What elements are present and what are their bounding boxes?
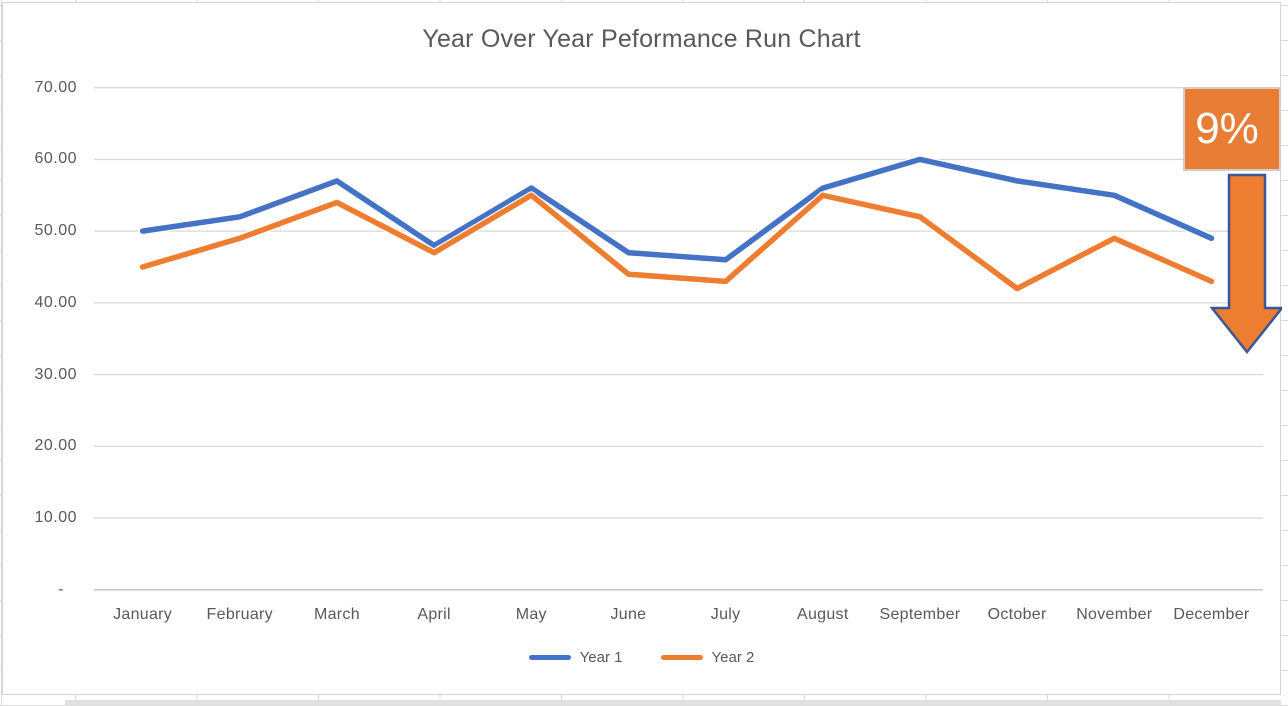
legend-label: Year 1 — [579, 649, 623, 666]
series-line-year-2[interactable] — [139, 192, 1215, 292]
x-axis-label: January — [113, 606, 173, 623]
x-axis-label: May — [515, 606, 547, 623]
x-axis-label: July — [710, 606, 741, 623]
x-axis-label: June — [610, 606, 647, 623]
y-tick-label: 70.00 — [34, 78, 77, 96]
chart-area[interactable]: Year Over Year Peformance Run Chart - 10.… — [2, 2, 1282, 696]
y-tick-label: 60.00 — [34, 150, 77, 168]
x-axis-label: December — [1173, 606, 1250, 623]
legend-swatch-icon — [660, 655, 703, 660]
chart-title: Year Over Year Peformance Run Chart — [422, 25, 861, 53]
x-axis-label: August — [796, 606, 849, 623]
legend-swatch-icon — [528, 655, 571, 660]
legend-item-year-2[interactable]: Year 2 — [660, 649, 755, 666]
x-axis-label: April — [417, 606, 451, 623]
chart-shadow — [65, 700, 1281, 706]
x-axis-label: October — [987, 606, 1047, 623]
y-tick-label: 20.00 — [34, 437, 77, 455]
x-axis-label: September — [879, 606, 961, 623]
plot-area — [94, 87, 1263, 591]
x-axis-label: November — [1076, 606, 1153, 623]
y-tick-label: 40.00 — [34, 293, 77, 311]
y-tick-label: 10.00 — [34, 509, 77, 527]
legend-label: Year 2 — [711, 649, 755, 666]
percentage-label: 9% — [1195, 104, 1259, 153]
x-axis-label: February — [206, 606, 273, 623]
down-arrow[interactable] — [3, 3, 1282, 696]
series-line-year-1[interactable] — [139, 156, 1215, 263]
y-tick-label: - — [58, 580, 64, 598]
percentage-callout[interactable]: 9% — [1183, 87, 1281, 171]
y-tick-label: 50.00 — [34, 222, 77, 240]
x-axis-label: March — [313, 606, 360, 623]
legend-item-year-1[interactable]: Year 1 — [528, 649, 623, 666]
down-arrow-shape[interactable] — [1209, 173, 1282, 355]
legend: Year 1 Year 2 — [3, 649, 1280, 666]
y-tick-label: 30.00 — [34, 365, 77, 383]
